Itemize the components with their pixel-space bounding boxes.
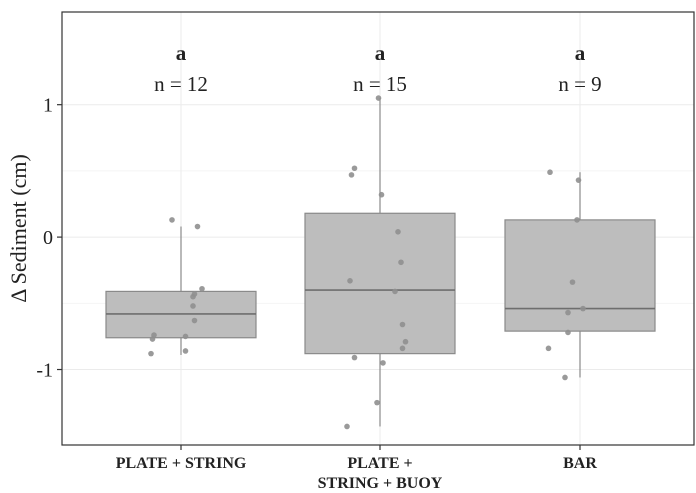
jitter-points [148,95,586,430]
significance-letter: a [176,41,187,65]
data-point [580,305,586,312]
data-point [148,350,154,357]
data-point [399,345,406,352]
data-point [565,329,571,336]
significance-letter: a [375,41,386,65]
data-point [565,309,571,316]
data-point [569,279,576,285]
data-point [149,336,156,342]
data-point [190,293,196,300]
axes: 1 0 -1 PLATE + STRING PLATE + STRING + BUOY BA… [36,95,597,492]
significance-letter: a [575,41,586,65]
data-point [169,217,175,223]
data-point [399,321,406,328]
data-point [190,303,196,309]
x-tick-label: BAR [563,455,597,472]
data-point [374,399,380,406]
iqr-box [504,219,656,332]
y-tick-label: 0 [43,227,53,249]
data-point [182,348,189,354]
data-point [395,229,401,235]
data-point [398,259,404,266]
iqr-box [304,212,456,355]
y-tick-label: -1 [36,360,53,382]
data-point [191,317,198,324]
data-point [562,374,568,381]
x-tick-label: PLATE + [347,455,412,472]
data-point [402,338,409,345]
annotations: a n = 12 a n = 15 a n = 9 [154,41,602,96]
data-point [199,285,205,292]
box-series [105,98,656,427]
x-tick-label: STRING + BUOY [318,475,443,492]
data-point [194,223,201,230]
data-point [182,333,189,340]
data-point [351,354,358,361]
sample-size-label: n = 15 [353,72,407,96]
data-point [547,169,553,176]
x-tick-label: PLATE + STRING [116,455,247,472]
data-point [347,278,353,284]
sample-size-label: n = 9 [558,72,601,96]
plot-frame [61,11,695,446]
data-point [380,360,386,366]
data-point [351,165,358,172]
data-point [545,345,552,352]
data-point [574,217,580,223]
data-point [348,172,355,178]
data-point [375,95,382,101]
sample-size-label: n = 12 [154,72,208,96]
data-point [378,191,385,198]
data-point [575,177,582,183]
data-point [392,288,398,295]
y-axis-label: Δ Sediment (cm) [6,154,31,303]
y-tick-label: 1 [43,95,53,117]
data-point [344,423,350,430]
